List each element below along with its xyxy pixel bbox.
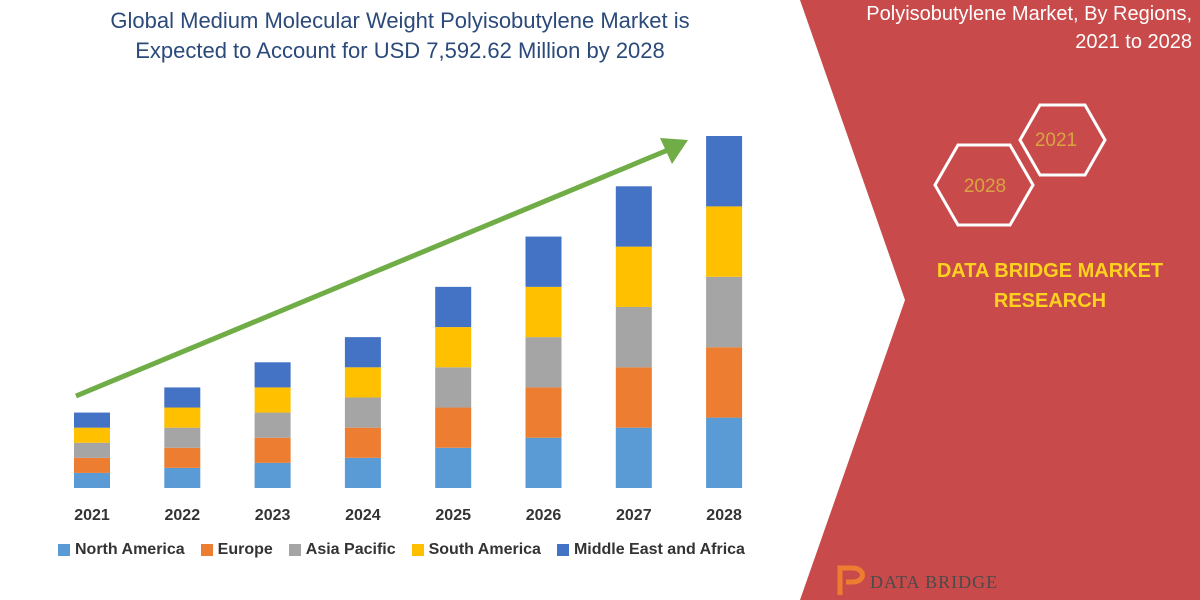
bar-2023-asia-pacific	[254, 412, 291, 438]
legend-entry: Europe	[200, 541, 273, 559]
legend-label: Europe	[217, 541, 273, 558]
logo-icon	[837, 565, 865, 595]
bar-2026-north-america	[525, 437, 562, 488]
bar-2028-south-america	[706, 206, 743, 277]
hexagon-2021	[1018, 103, 1107, 177]
x-tick-label: 2024	[345, 507, 381, 524]
bar-2027-europe	[615, 367, 652, 428]
bar-2028-north-america	[706, 417, 743, 488]
chart-legend: North America Europe Asia Pacific South Ame…	[58, 541, 745, 559]
hexagon-2028	[933, 143, 1035, 227]
bar-2022-middle-east-and-africa	[164, 387, 201, 408]
bar-2026-asia-pacific	[525, 337, 562, 388]
hex-label-2028: 2028	[964, 176, 1006, 197]
x-tick-label: 2022	[165, 507, 201, 524]
legend-entry: Middle East and Africa	[556, 541, 745, 559]
bar-2027-north-america	[615, 427, 652, 488]
bar-2025-europe	[435, 407, 472, 448]
bar-2022-south-america	[164, 407, 201, 428]
legend-label: South America	[428, 541, 541, 558]
bar-2021-north-america	[74, 472, 110, 488]
bar-2023-south-america	[254, 387, 291, 413]
bar-2021-europe	[74, 457, 110, 473]
trend-arrow-head-icon	[660, 138, 688, 164]
trend-arrow-line	[75, 147, 669, 399]
bar-2027-asia-pacific	[615, 306, 652, 368]
bar-2026-europe	[525, 387, 562, 438]
bar-2024-europe	[344, 427, 381, 458]
legend-entry: Asia Pacific	[288, 541, 396, 559]
bar-2024-north-america	[344, 457, 381, 488]
x-tick-label: 2025	[435, 507, 471, 524]
bar-2023-north-america	[254, 462, 291, 488]
legend-label: Middle East and Africa	[573, 541, 745, 558]
bar-2023-europe	[254, 437, 291, 463]
legend-swatch	[58, 544, 70, 556]
legend-label: Asia Pacific	[305, 541, 396, 558]
legend-swatch	[556, 544, 569, 556]
x-tick-label: 2026	[526, 507, 562, 524]
bar-2025-north-america	[435, 447, 472, 488]
bar-2025-south-america	[435, 327, 472, 368]
bar-2024-asia-pacific	[344, 397, 381, 428]
legend-swatch	[411, 544, 424, 556]
bar-2021-south-america	[74, 427, 110, 443]
bar-2027-middle-east-and-africa	[615, 186, 652, 247]
hex-label-2021: 2021	[1035, 130, 1077, 151]
legend-label: North America	[75, 541, 185, 558]
panel-title-line-2: 2021 to 2028	[1075, 31, 1192, 53]
logo-text: DATA BRIDGE	[870, 572, 999, 592]
chart-title: Global Medium Molecular Weight Polyisobu…	[40, 6, 760, 66]
legend-swatch	[200, 544, 213, 556]
chart-title-line-1: Global Medium Molecular Weight Polyisobu…	[110, 8, 690, 33]
bar-2027-south-america	[615, 246, 652, 307]
bar-2022-europe	[164, 447, 201, 468]
brand-line-2: RESEARCH	[993, 290, 1107, 312]
x-tick-label: 2027	[616, 507, 652, 524]
bar-2024-south-america	[344, 367, 381, 398]
x-tick-label: 2028	[706, 507, 742, 524]
bar-2026-middle-east-and-africa	[525, 236, 562, 287]
bar-2026-south-america	[525, 286, 562, 338]
bar-2025-asia-pacific	[435, 367, 472, 408]
bar-2022-north-america	[164, 467, 201, 488]
stacked-bar-chart: 2021 2022 2023 2024 2025 2026 2027 2028	[74, 136, 743, 524]
bar-2023-middle-east-and-africa	[254, 362, 291, 388]
brand-line-1: DATA BRIDGE MARKET	[936, 260, 1164, 282]
bar-2028-middle-east-and-africa	[706, 136, 743, 207]
bar-2028-asia-pacific	[706, 276, 743, 348]
bar-2021-middle-east-and-africa	[74, 412, 110, 428]
legend-swatch	[288, 544, 301, 556]
legend-entry: South America	[411, 541, 541, 559]
bar-2021-asia-pacific	[74, 442, 110, 458]
bar-2022-asia-pacific	[164, 427, 201, 448]
bar-2024-middle-east-and-africa	[344, 337, 381, 368]
panel-title: Polyisobutylene Market, By Regions, 2021…	[772, 0, 1192, 56]
brand-name: DATA BRIDGE MARKET RESEARCH	[920, 256, 1180, 316]
panel-title-line-1: Polyisobutylene Market, By Regions,	[866, 3, 1192, 25]
x-tick-label: 2021	[74, 507, 110, 524]
x-tick-label: 2023	[255, 507, 291, 524]
bar-2025-middle-east-and-africa	[435, 286, 472, 328]
legend-entry: North America	[58, 541, 185, 559]
chart-title-line-2: Expected to Account for USD 7,592.62 Mil…	[135, 38, 665, 63]
bar-2028-europe	[706, 347, 743, 418]
